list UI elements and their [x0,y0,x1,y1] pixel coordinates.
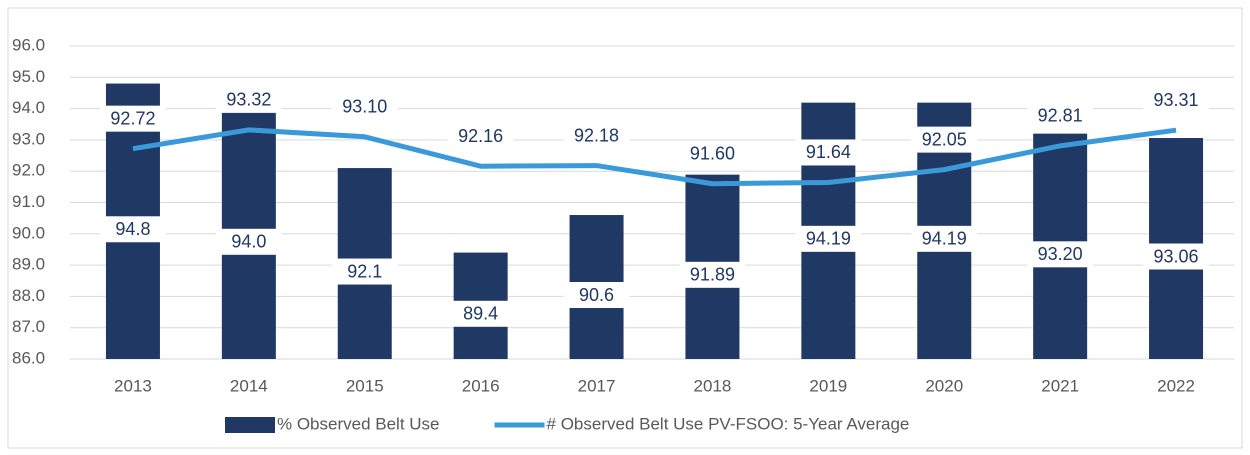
data-label: 89.4 [463,304,498,324]
data-label-box [563,122,630,149]
y-tick-label: 91.0 [12,192,45,211]
data-label-box [331,258,398,285]
data-label-box [911,126,978,153]
data-label-box [99,105,166,132]
data-label: 93.31 [1154,90,1199,110]
x-tick-label: 2022 [1157,376,1195,395]
legend-label: # Observed Belt Use PV-FSOO: 5-Year Aver… [547,414,910,433]
data-label-box [1027,241,1094,268]
y-tick-label: 96.0 [12,35,45,54]
y-tick-label: 93.0 [12,129,45,148]
y-tick-label: 94.0 [12,98,45,117]
x-tick-label: 2017 [578,376,616,395]
data-label-box [1027,102,1094,129]
data-label: 94.0 [231,232,266,252]
y-tick-label: 86.0 [12,348,45,367]
y-tick-label: 88.0 [12,286,45,305]
x-tick-label: 2020 [925,376,963,395]
data-label: 92.05 [922,129,967,149]
y-tick-label: 95.0 [12,67,45,86]
data-label: 92.81 [1038,106,1083,126]
data-label-box [331,93,398,120]
y-tick-label: 89.0 [12,255,45,274]
data-label: 94.19 [806,229,851,249]
data-label: 91.89 [690,265,735,285]
data-label: 92.72 [110,108,155,128]
data-label-box [911,225,978,252]
x-tick-label: 2016 [462,376,500,395]
y-tick-label: 87.0 [12,317,45,336]
data-label: 93.10 [342,97,387,117]
data-label: 91.60 [690,143,735,163]
data-label: 94.19 [922,229,967,249]
data-label: 94.8 [115,219,150,239]
data-label: 91.64 [806,142,851,162]
data-label-box [795,139,862,166]
data-label-box [215,86,282,113]
data-label-box [447,300,514,327]
legend-swatch [225,417,275,433]
x-tick-label: 2021 [1041,376,1079,395]
y-tick-label: 90.0 [12,223,45,242]
x-tick-label: 2013 [114,376,152,395]
data-label: 90.6 [579,285,614,305]
data-label: 92.1 [347,261,382,281]
data-label-box [1143,243,1210,270]
x-tick-label: 2019 [809,376,847,395]
data-label-box [679,261,746,288]
x-tick-label: 2014 [230,376,268,395]
data-label: 93.32 [226,90,271,110]
x-tick-label: 2015 [346,376,384,395]
data-label: 93.20 [1038,244,1083,264]
data-label-box [679,140,746,167]
data-label-box [215,228,282,255]
data-label-box [447,123,514,150]
data-label-box [99,216,166,243]
y-tick-label: 92.0 [12,161,45,180]
x-tick-label: 2018 [694,376,732,395]
data-label-box [1143,87,1210,114]
data-label-box [795,225,862,252]
data-label-box [563,282,630,309]
legend-label: % Observed Belt Use [277,414,440,433]
line [132,127,1177,187]
data-label: 92.18 [574,125,619,145]
data-label: 92.16 [458,126,503,146]
data-label: 93.06 [1154,246,1199,266]
